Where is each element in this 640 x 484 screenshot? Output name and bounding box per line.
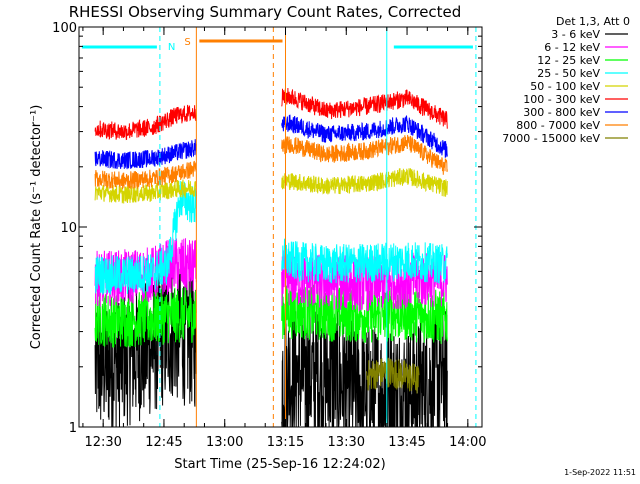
chart-title: RHESSI Observing Summary Count Rates, Co… [69, 3, 462, 21]
legend-entry-label: 7000 - 15000 keV [502, 132, 600, 145]
series-line-segment [281, 238, 448, 285]
series-line-segment [281, 114, 448, 158]
y-tick-label: 100 [52, 21, 77, 36]
footer-timestamp: 1-Sep-2022 11:51 [564, 468, 636, 477]
x-tick-label: 13:45 [388, 435, 425, 450]
series-line-segment [94, 287, 197, 348]
legend-entry-label: 800 - 7000 keV [516, 119, 600, 132]
series-300-800kev [94, 114, 448, 170]
series-line-segment [94, 180, 197, 295]
series-line-segment [281, 134, 448, 175]
flag-label: N [168, 42, 175, 53]
legend-entry-label: 3 - 6 keV [551, 28, 600, 41]
series-line-segment [281, 168, 448, 197]
legend-entry-label: 25 - 50 keV [537, 67, 600, 80]
series-12-25kev [94, 284, 448, 348]
y-tick-label: 10 [60, 221, 77, 236]
legend-entry-label: 6 - 12 keV [544, 41, 600, 54]
series-7000-15000kev [366, 357, 420, 394]
x-tick-label: 13:00 [206, 435, 243, 450]
series-50-100kev [94, 168, 448, 204]
x-axis-label: Start Time (25-Sep-16 12:24:02) [174, 457, 385, 472]
series-25-50kev [94, 180, 448, 295]
axes: 12:30 12:45 13:00 13:15 13:30 13:45 14:00 1 10 10… [52, 21, 486, 450]
x-tick-label: 13:15 [267, 435, 304, 450]
legend-entry-label: 300 - 800 keV [523, 106, 600, 119]
series-line-segment [281, 284, 448, 344]
x-tick-label: 12:30 [84, 435, 121, 450]
flag-label: S [184, 37, 190, 48]
x-tick-label: 13:30 [328, 435, 365, 450]
series-800-7000kev [94, 134, 448, 190]
x-tick-label: 14:00 [449, 435, 486, 450]
series-line-segment [94, 104, 197, 141]
y-tick-label: 1 [69, 421, 77, 436]
series-line-segment [94, 139, 197, 170]
series-line-segment [366, 357, 420, 394]
series-line-segment [94, 160, 197, 190]
series-line-segment [281, 87, 448, 129]
series-100-300kev [94, 87, 448, 141]
x-tick-label: 12:45 [145, 435, 182, 450]
legend-header: Det 1,3, Att 0 [556, 15, 630, 28]
legend-entry-label: 12 - 25 keV [537, 54, 600, 67]
legend-entry-label: 100 - 300 keV [523, 93, 600, 106]
series-line-segment [94, 179, 197, 204]
y-axis-label: Corrected Count Rate (s⁻¹ detector⁻¹) [29, 105, 44, 350]
legend-entry-label: 50 - 100 keV [530, 80, 600, 93]
